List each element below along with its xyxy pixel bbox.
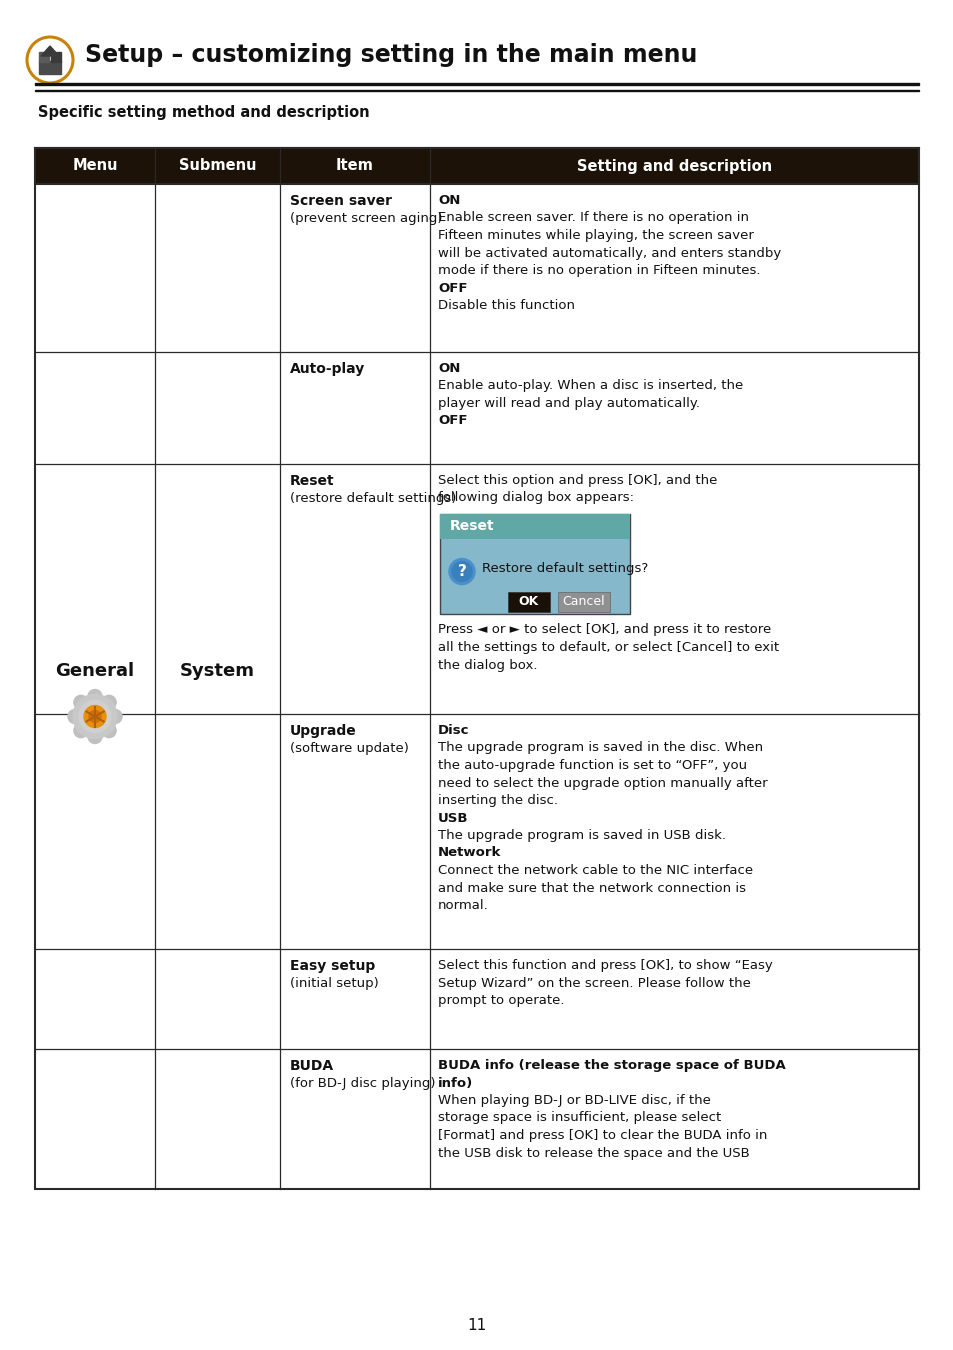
- Bar: [51, 53, 61, 62]
- Text: Network: Network: [437, 846, 501, 860]
- Text: Setup – customizing setting in the main menu: Setup – customizing setting in the main …: [85, 43, 697, 68]
- Text: Disc: Disc: [437, 724, 469, 737]
- Circle shape: [84, 706, 106, 728]
- Text: inserting the disc.: inserting the disc.: [437, 794, 558, 807]
- Text: (for BD-J disc playing): (for BD-J disc playing): [290, 1077, 435, 1089]
- Text: Press ◄ or ► to select [OK], and press it to restore: Press ◄ or ► to select [OK], and press i…: [437, 624, 770, 636]
- Bar: [558, 591, 609, 612]
- Text: USB: USB: [437, 811, 468, 825]
- Text: Menu: Menu: [72, 158, 117, 174]
- Text: all the settings to default, or select [Cancel] to exit: all the settings to default, or select […: [437, 641, 779, 653]
- Text: (prevent screen aging): (prevent screen aging): [290, 212, 442, 225]
- Text: BUDA info (release the storage space of BUDA: BUDA info (release the storage space of …: [437, 1058, 785, 1072]
- Text: The upgrade program is saved in USB disk.: The upgrade program is saved in USB disk…: [437, 829, 725, 842]
- Text: Setting and description: Setting and description: [577, 158, 771, 174]
- Polygon shape: [41, 46, 59, 55]
- Text: Select this function and press [OK], to show “Easy: Select this function and press [OK], to …: [437, 958, 772, 972]
- Text: and make sure that the network connection is: and make sure that the network connectio…: [437, 882, 745, 895]
- Text: Setup Wizard” on the screen. Please follow the: Setup Wizard” on the screen. Please foll…: [437, 976, 750, 990]
- Text: (initial setup): (initial setup): [290, 977, 378, 990]
- Circle shape: [102, 724, 116, 737]
- Text: Connect the network cable to the NIC interface: Connect the network cable to the NIC int…: [437, 864, 752, 878]
- Bar: [39, 53, 49, 62]
- Bar: [439, 513, 629, 613]
- Text: Fifteen minutes while playing, the screen saver: Fifteen minutes while playing, the scree…: [437, 230, 753, 242]
- Text: need to select the upgrade option manually after: need to select the upgrade option manual…: [437, 776, 767, 790]
- Text: Auto-play: Auto-play: [290, 362, 365, 377]
- Text: Easy setup: Easy setup: [290, 958, 375, 973]
- Bar: [507, 591, 550, 612]
- Text: storage space is insufficient, please select: storage space is insufficient, please se…: [437, 1111, 720, 1125]
- Text: OK: OK: [518, 595, 538, 608]
- Text: the USB disk to release the space and the USB: the USB disk to release the space and th…: [437, 1146, 749, 1160]
- Circle shape: [73, 694, 117, 738]
- Bar: [35, 148, 918, 184]
- Text: Screen saver: Screen saver: [290, 194, 392, 208]
- Circle shape: [73, 695, 88, 709]
- Bar: [39, 61, 61, 74]
- Text: OFF: OFF: [437, 282, 467, 294]
- Text: BUDA: BUDA: [290, 1058, 334, 1073]
- Text: Item: Item: [335, 158, 374, 174]
- Text: Submenu: Submenu: [178, 158, 256, 174]
- Text: mode if there is no operation in Fifteen minutes.: mode if there is no operation in Fifteen…: [437, 265, 760, 277]
- Text: General: General: [55, 663, 134, 680]
- Text: ON: ON: [437, 362, 460, 375]
- Text: (restore default settings): (restore default settings): [290, 491, 456, 505]
- Text: System: System: [180, 663, 254, 680]
- Circle shape: [79, 701, 111, 733]
- Text: ?: ?: [457, 564, 466, 579]
- Text: Reset: Reset: [450, 518, 494, 533]
- Circle shape: [88, 690, 102, 703]
- Circle shape: [108, 710, 122, 724]
- Circle shape: [68, 710, 82, 724]
- Text: Cancel: Cancel: [562, 595, 604, 608]
- Circle shape: [88, 729, 102, 744]
- Circle shape: [73, 724, 88, 737]
- Text: Upgrade: Upgrade: [290, 724, 356, 738]
- Text: (software update): (software update): [290, 743, 409, 755]
- Circle shape: [102, 695, 116, 709]
- Bar: [35, 148, 918, 1189]
- Text: The upgrade program is saved in the disc. When: The upgrade program is saved in the disc…: [437, 741, 762, 755]
- Text: Enable auto-play. When a disc is inserted, the: Enable auto-play. When a disc is inserte…: [437, 379, 742, 393]
- Circle shape: [452, 562, 472, 582]
- Text: Restore default settings?: Restore default settings?: [481, 562, 648, 575]
- Text: the dialog box.: the dialog box.: [437, 659, 537, 671]
- Text: info): info): [437, 1076, 473, 1089]
- Text: ON: ON: [437, 194, 460, 207]
- Text: OFF: OFF: [437, 414, 467, 428]
- Circle shape: [449, 559, 475, 585]
- Text: Enable screen saver. If there is no operation in: Enable screen saver. If there is no oper…: [437, 212, 748, 224]
- Circle shape: [89, 710, 101, 722]
- Text: Select this option and press [OK], and the: Select this option and press [OK], and t…: [437, 474, 717, 487]
- Text: following dialog box appears:: following dialog box appears:: [437, 491, 634, 505]
- Text: Specific setting method and description: Specific setting method and description: [38, 104, 369, 120]
- Text: 11: 11: [467, 1318, 486, 1332]
- Text: When playing BD-J or BD-LIVE disc, if the: When playing BD-J or BD-LIVE disc, if th…: [437, 1094, 710, 1107]
- Text: player will read and play automatically.: player will read and play automatically.: [437, 397, 700, 410]
- Text: [Format] and press [OK] to clear the BUDA info in: [Format] and press [OK] to clear the BUD…: [437, 1129, 766, 1142]
- Text: prompt to operate.: prompt to operate.: [437, 994, 564, 1007]
- Text: the auto-upgrade function is set to “OFF”, you: the auto-upgrade function is set to “OFF…: [437, 759, 746, 772]
- Text: Reset: Reset: [290, 474, 335, 487]
- Text: Disable this function: Disable this function: [437, 298, 575, 312]
- Text: normal.: normal.: [437, 899, 488, 913]
- Bar: [439, 513, 629, 539]
- Text: will be activated automatically, and enters standby: will be activated automatically, and ent…: [437, 247, 781, 259]
- Bar: [35, 82, 918, 85]
